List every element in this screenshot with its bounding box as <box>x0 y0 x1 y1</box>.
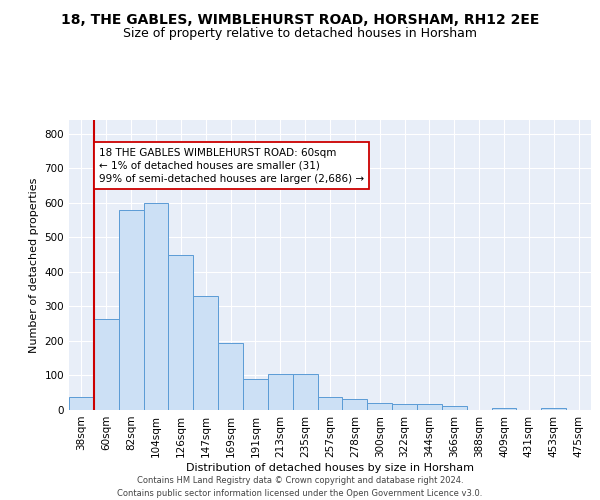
Bar <box>193 296 218 410</box>
Bar <box>491 408 517 410</box>
X-axis label: Distribution of detached houses by size in Horsham: Distribution of detached houses by size … <box>186 462 474 472</box>
Bar <box>169 254 193 410</box>
Bar <box>119 210 143 410</box>
Y-axis label: Number of detached properties: Number of detached properties <box>29 178 39 352</box>
Bar <box>392 404 417 410</box>
Bar <box>268 374 293 410</box>
Text: Size of property relative to detached houses in Horsham: Size of property relative to detached ho… <box>123 28 477 40</box>
Text: 18 THE GABLES WIMBLEHURST ROAD: 60sqm
← 1% of detached houses are smaller (31)
9: 18 THE GABLES WIMBLEHURST ROAD: 60sqm ← … <box>99 148 364 184</box>
Bar <box>317 397 343 410</box>
Bar <box>343 398 367 410</box>
Bar <box>218 344 243 410</box>
Bar <box>143 203 169 410</box>
Bar <box>243 379 268 410</box>
Bar <box>417 404 442 410</box>
Text: Contains HM Land Registry data © Crown copyright and database right 2024.
Contai: Contains HM Land Registry data © Crown c… <box>118 476 482 498</box>
Bar <box>541 408 566 410</box>
Bar <box>293 374 317 410</box>
Bar <box>367 403 392 410</box>
Bar <box>442 406 467 410</box>
Bar <box>94 318 119 410</box>
Bar <box>69 397 94 410</box>
Text: 18, THE GABLES, WIMBLEHURST ROAD, HORSHAM, RH12 2EE: 18, THE GABLES, WIMBLEHURST ROAD, HORSHA… <box>61 12 539 26</box>
